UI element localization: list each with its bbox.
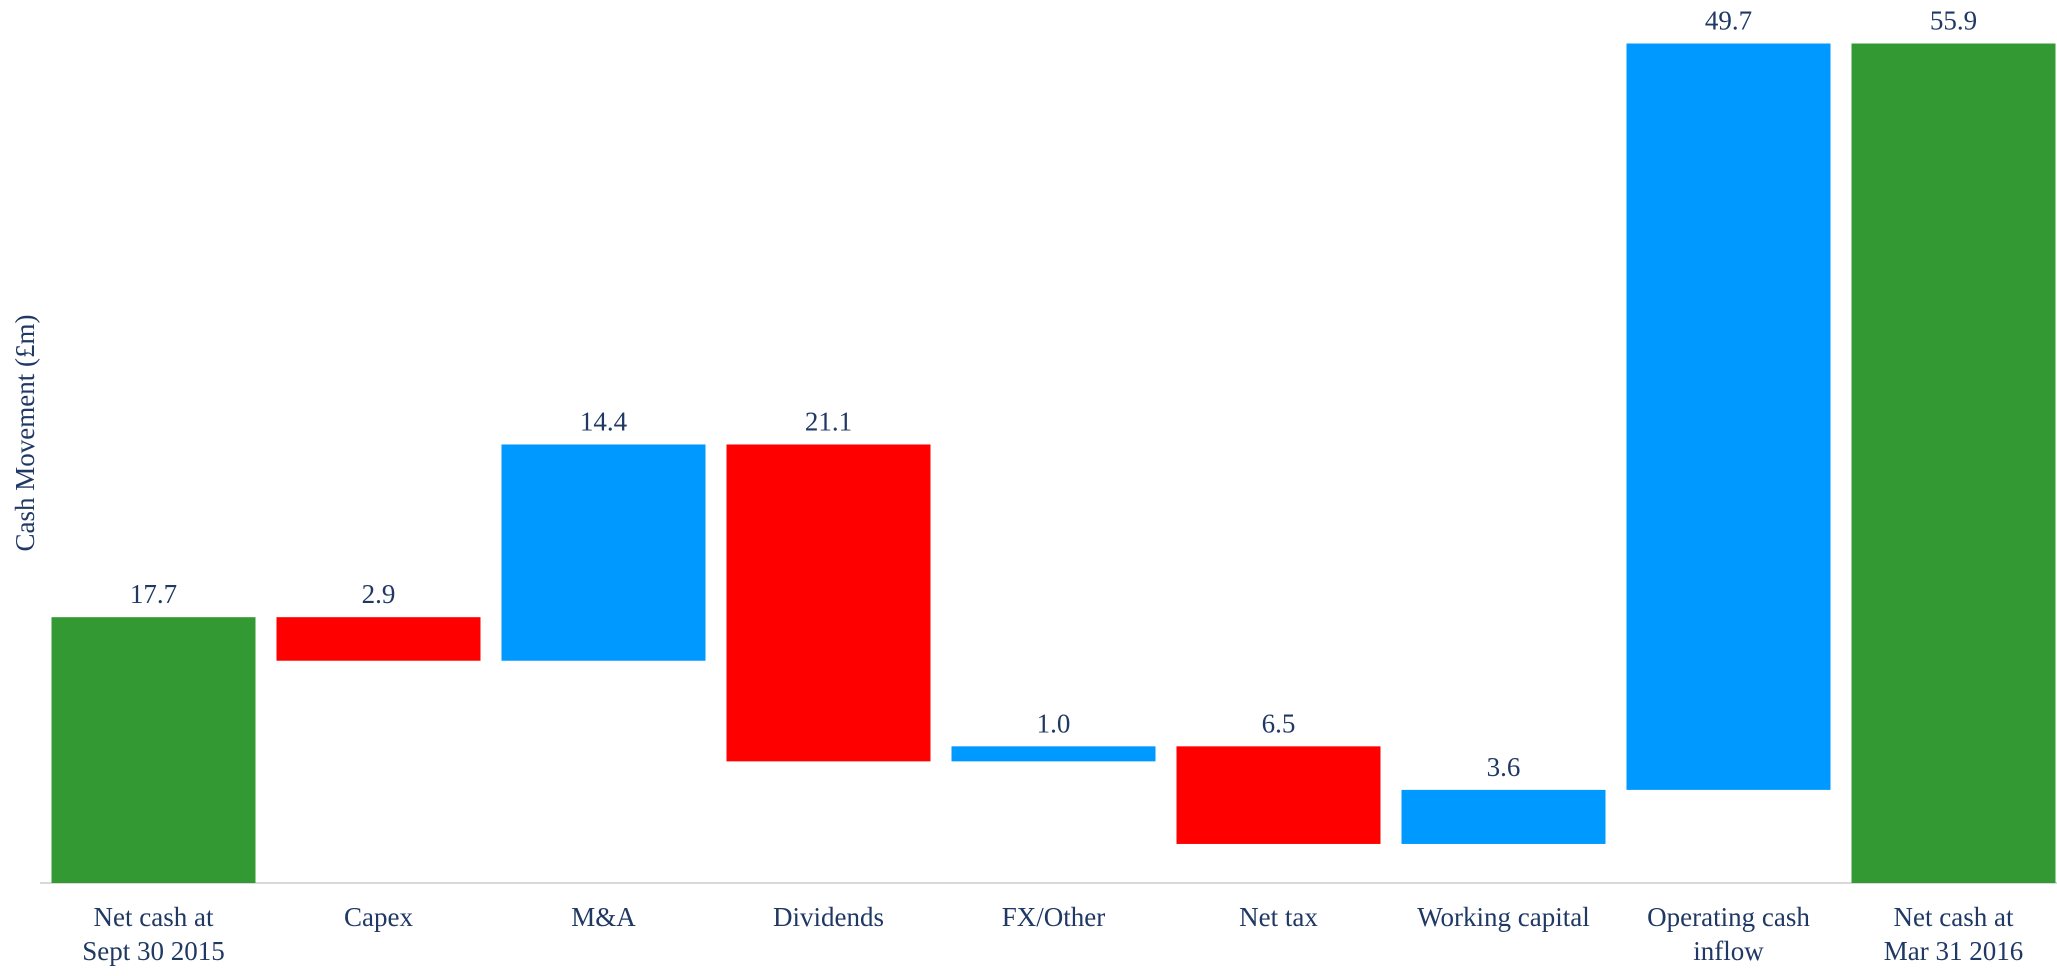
data-label: 1.0 <box>1037 708 1071 738</box>
data-label: 55.9 <box>1930 6 1977 36</box>
x-tick-label: Capex <box>344 902 413 932</box>
data-label: 49.7 <box>1705 6 1752 36</box>
data-label: 6.5 <box>1262 708 1296 738</box>
x-tick-label: Working capital <box>1417 902 1590 932</box>
data-label: 17.7 <box>130 579 177 609</box>
data-label: 3.6 <box>1487 752 1521 782</box>
x-tick-label: Operating cash inflow <box>1647 902 1810 966</box>
x-tick-label: Net cash at Sept 30 2015 <box>82 902 225 966</box>
x-tick-label: FX/Other <box>1001 902 1106 932</box>
data-label: 2.9 <box>362 579 396 609</box>
x-tick-label: M&A <box>571 902 636 932</box>
x-tick-label: Dividends <box>773 902 884 932</box>
x-tick-label: Net cash at Mar 31 2016 <box>1883 902 2024 966</box>
bar <box>501 444 706 661</box>
bar <box>1851 43 2056 884</box>
bar <box>1401 789 1606 844</box>
bar <box>726 444 931 762</box>
bar <box>276 617 481 661</box>
y-axis-label: Cash Movement (£m) <box>10 315 40 552</box>
bar <box>951 746 1156 762</box>
data-label: 14.4 <box>580 406 628 436</box>
bar <box>1626 43 1831 790</box>
data-label: 21.1 <box>805 406 852 436</box>
bar <box>51 617 256 883</box>
bar <box>1176 746 1381 844</box>
x-tick-label: Net tax <box>1239 902 1318 932</box>
